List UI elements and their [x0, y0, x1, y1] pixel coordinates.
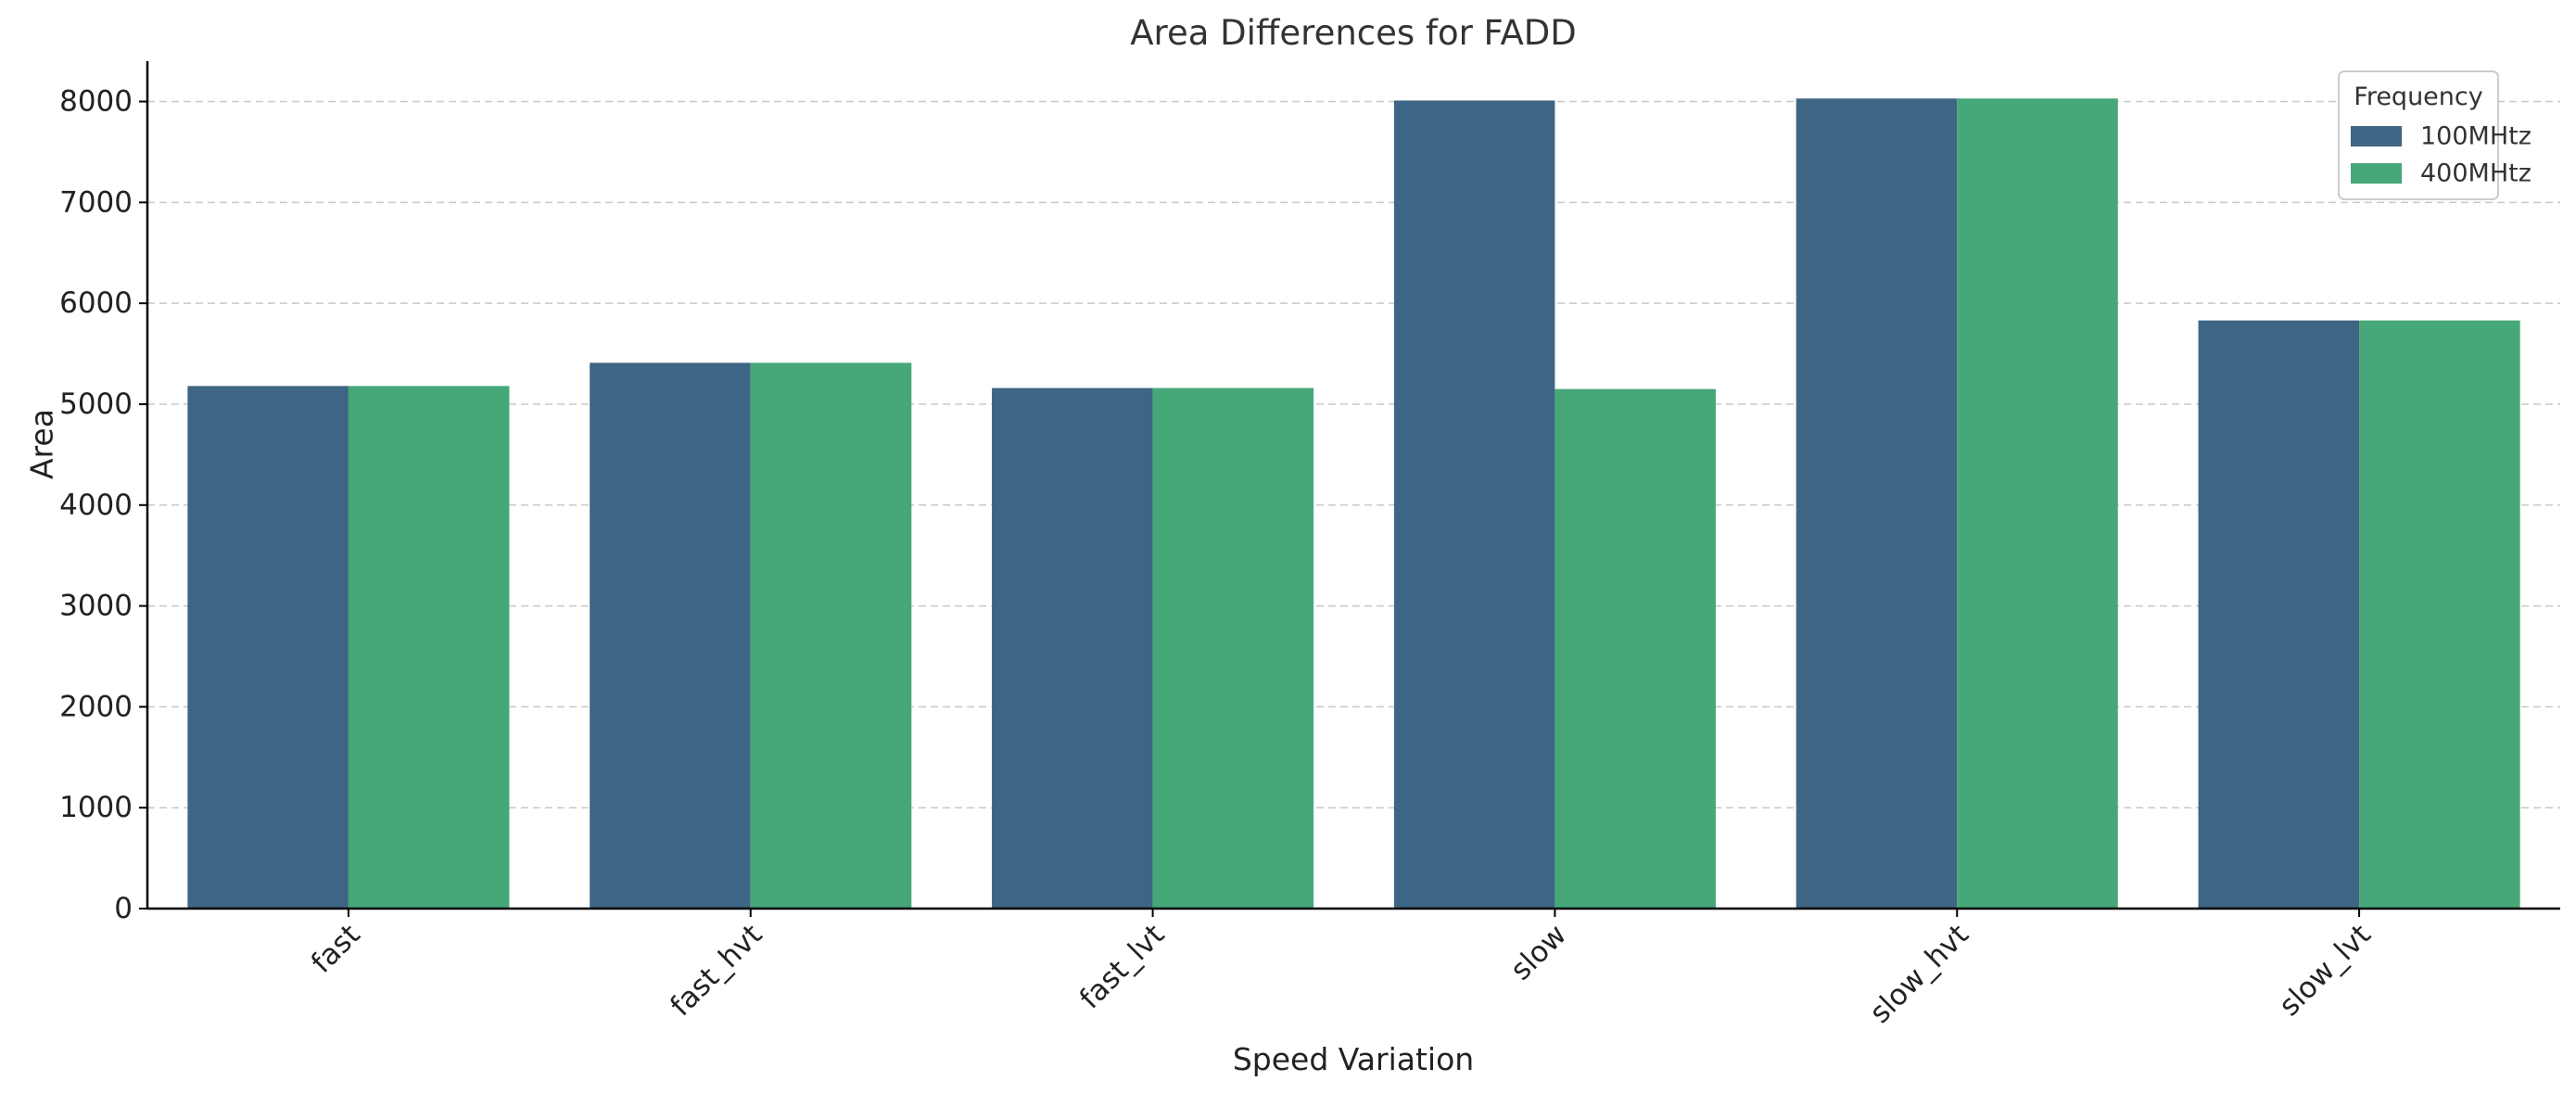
- x-axis-label: Speed Variation: [1233, 1041, 1474, 1077]
- legend-swatch: [2351, 163, 2402, 184]
- x-tick-label: slow_hvt: [1863, 918, 1975, 1030]
- legend: Frequency 100MHtz 400MHtz: [2338, 70, 2532, 200]
- y-tick-label: 1000: [59, 791, 133, 824]
- gridlines: [147, 100, 2560, 808]
- bar: [1152, 388, 1314, 909]
- bar: [2359, 320, 2520, 909]
- bar: [1393, 100, 1555, 909]
- bar: [590, 363, 751, 910]
- y-ticks: 0 1000 2000 3000 4000 5000 6000 7000 8000: [59, 85, 147, 925]
- x-tick-label: slow: [1504, 918, 1573, 986]
- y-axis-label: Area: [24, 409, 60, 479]
- bar: [750, 363, 912, 910]
- bar: [187, 386, 349, 909]
- x-tick-label: fast_lvt: [1073, 918, 1171, 1015]
- y-tick-label: 2000: [59, 690, 133, 723]
- x-tick-label: fast_hvt: [664, 918, 768, 1023]
- chart-title: Area Differences for FADD: [1130, 13, 1577, 53]
- y-tick-label: 7000: [59, 185, 133, 219]
- x-ticks: fast fast_hvt fast_lvt slow slow_hvt slow_lvt: [305, 909, 2378, 1030]
- bar: [1796, 98, 1958, 909]
- y-tick-label: 3000: [59, 590, 133, 623]
- legend-title: Frequency: [2354, 83, 2483, 111]
- y-tick-label: 8000: [59, 85, 133, 119]
- x-tick-label: slow_lvt: [2273, 918, 2378, 1023]
- legend-label: 400MHtz: [2420, 159, 2532, 188]
- legend-label: 100MHtz: [2420, 122, 2532, 151]
- bar: [348, 386, 510, 909]
- bars: [187, 98, 2520, 910]
- x-tick-label: fast: [305, 918, 367, 980]
- y-tick-label: 4000: [59, 489, 133, 522]
- bar: [1957, 98, 2118, 909]
- y-tick-label: 0: [114, 892, 133, 925]
- bar: [1554, 388, 1716, 909]
- bar: [992, 388, 1153, 909]
- legend-swatch: [2351, 126, 2402, 146]
- bar: [2198, 320, 2360, 909]
- y-tick-label: 5000: [59, 388, 133, 421]
- y-tick-label: 6000: [59, 286, 133, 320]
